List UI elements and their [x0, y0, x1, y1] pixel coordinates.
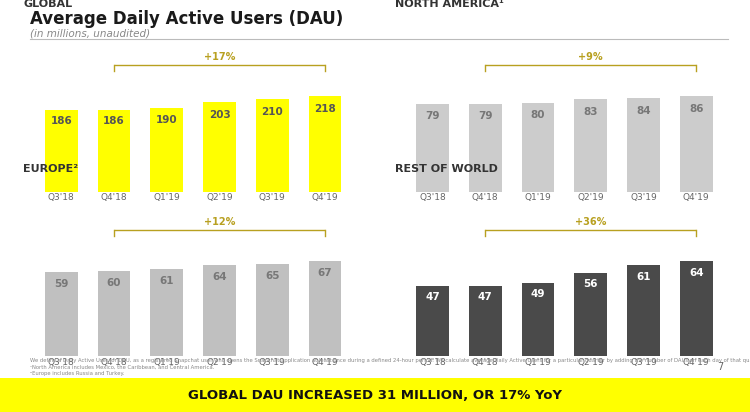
- Text: 84: 84: [636, 105, 651, 116]
- Bar: [574, 99, 607, 192]
- Text: +36%: +36%: [575, 217, 607, 227]
- Bar: [680, 96, 712, 192]
- Text: 186: 186: [103, 117, 125, 126]
- Text: GLOBAL DAU INCREASED 31 MILLION, OR 17% YoY: GLOBAL DAU INCREASED 31 MILLION, OR 17% …: [188, 389, 562, 402]
- Text: +9%: +9%: [578, 52, 603, 62]
- Bar: [98, 110, 130, 192]
- Text: +12%: +12%: [204, 217, 236, 227]
- Bar: [256, 264, 289, 356]
- Bar: [416, 104, 448, 192]
- Text: 47: 47: [478, 292, 493, 302]
- Bar: [203, 103, 236, 192]
- Text: 210: 210: [262, 107, 284, 117]
- Text: We define a Daily Active User, or DAU, as a registered Snapchat user who opens t: We define a Daily Active User, or DAU, a…: [30, 358, 750, 376]
- Text: EUROPE²: EUROPE²: [23, 164, 79, 173]
- Text: 186: 186: [50, 117, 72, 126]
- Text: 7: 7: [718, 362, 724, 372]
- Bar: [522, 103, 554, 192]
- Text: 65: 65: [265, 271, 280, 281]
- Text: 59: 59: [54, 279, 68, 289]
- Bar: [469, 104, 502, 192]
- Bar: [309, 96, 341, 192]
- Text: 203: 203: [209, 110, 230, 119]
- Text: 60: 60: [106, 278, 122, 288]
- Bar: [680, 261, 712, 356]
- Bar: [98, 271, 130, 356]
- Text: 190: 190: [156, 115, 178, 125]
- Bar: [627, 98, 660, 192]
- Bar: [574, 273, 607, 356]
- Text: 49: 49: [531, 289, 545, 299]
- Bar: [309, 261, 341, 356]
- Bar: [627, 265, 660, 356]
- Bar: [416, 286, 448, 356]
- Text: 47: 47: [425, 292, 439, 302]
- Text: GLOBAL: GLOBAL: [23, 0, 73, 9]
- Bar: [151, 108, 183, 192]
- Text: 61: 61: [160, 276, 174, 286]
- Text: 79: 79: [425, 111, 439, 121]
- Bar: [256, 99, 289, 192]
- Text: Average Daily Active Users (DAU): Average Daily Active Users (DAU): [30, 10, 344, 28]
- Text: 218: 218: [314, 103, 336, 114]
- Text: 80: 80: [531, 110, 545, 120]
- Text: 83: 83: [584, 107, 598, 117]
- Text: REST OF WORLD: REST OF WORLD: [394, 164, 497, 173]
- Text: 64: 64: [689, 268, 703, 279]
- Text: NORTH AMERICA¹: NORTH AMERICA¹: [394, 0, 503, 9]
- Bar: [45, 110, 77, 192]
- Text: (in millions, unaudited): (in millions, unaudited): [30, 29, 150, 39]
- Bar: [469, 286, 502, 356]
- Text: 56: 56: [584, 279, 598, 289]
- Bar: [151, 269, 183, 356]
- Text: +17%: +17%: [204, 52, 236, 62]
- Text: 67: 67: [318, 268, 332, 279]
- Text: 61: 61: [636, 272, 651, 283]
- Bar: [45, 272, 77, 356]
- Bar: [522, 283, 554, 356]
- Text: 79: 79: [478, 111, 493, 121]
- Text: 86: 86: [689, 103, 703, 114]
- Text: 64: 64: [212, 272, 226, 282]
- Bar: [203, 265, 236, 356]
